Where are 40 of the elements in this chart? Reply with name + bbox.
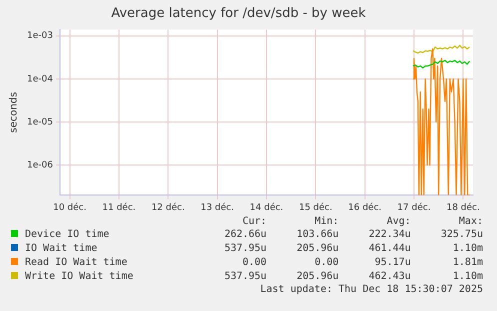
legend-label: Device IO time: [24, 228, 110, 242]
text: 1.10m: [452, 242, 484, 256]
text: Cur:: [242, 216, 268, 228]
y-tick-label: 1e-03: [26, 31, 53, 42]
text: 205.96u: [296, 242, 340, 256]
text: 0.00: [242, 256, 268, 270]
text: 103.66u: [296, 228, 340, 242]
text: 205.96u: [296, 270, 340, 284]
x-tick-label: 15 déc.: [298, 202, 332, 213]
text: 461.44u: [368, 242, 412, 256]
chart-title: Average latency for /dev/sdb - by week: [111, 6, 366, 22]
text: Min:: [314, 216, 340, 228]
y-tick-label: 1e-05: [26, 117, 53, 128]
legend-label: IO Wait time: [24, 242, 98, 256]
text: Avg:: [386, 216, 412, 228]
x-tick-label: 17 déc.: [397, 202, 431, 213]
text: 1.81m: [452, 256, 484, 270]
text: 0.00: [314, 256, 340, 270]
text: 537.95u: [223, 242, 268, 256]
text: 95.17u: [374, 256, 412, 270]
text: 325.75u: [440, 228, 484, 242]
y-tick-label: 1e-06: [26, 160, 54, 170]
text: Last update: Thu Dec 18 15:30:07 2025: [259, 284, 484, 296]
legend-label: Read IO Wait time: [24, 256, 128, 270]
text: Max:: [458, 216, 484, 228]
x-tick-label: 14 déc.: [250, 202, 284, 213]
y-tick-label: 1e-04: [26, 74, 54, 84]
y-axis-title: seconds: [8, 92, 20, 133]
text: 222.34u: [368, 228, 412, 242]
x-tick-label: 10 déc.: [53, 202, 86, 213]
x-tick-label: 16 déc.: [348, 202, 382, 213]
text: 262.66u: [223, 228, 268, 242]
x-tick-label: 18 déc.: [446, 202, 480, 213]
text: 1.10m: [452, 270, 484, 284]
text: 462.43u: [368, 270, 412, 284]
text: 537.95u: [223, 270, 268, 284]
x-tick-label: 13 déc.: [200, 202, 234, 213]
x-tick-label: 11 déc.: [102, 202, 136, 213]
legend-label: Write IO Wait time: [24, 270, 134, 284]
x-tick-label: 12 déc.: [151, 202, 185, 213]
